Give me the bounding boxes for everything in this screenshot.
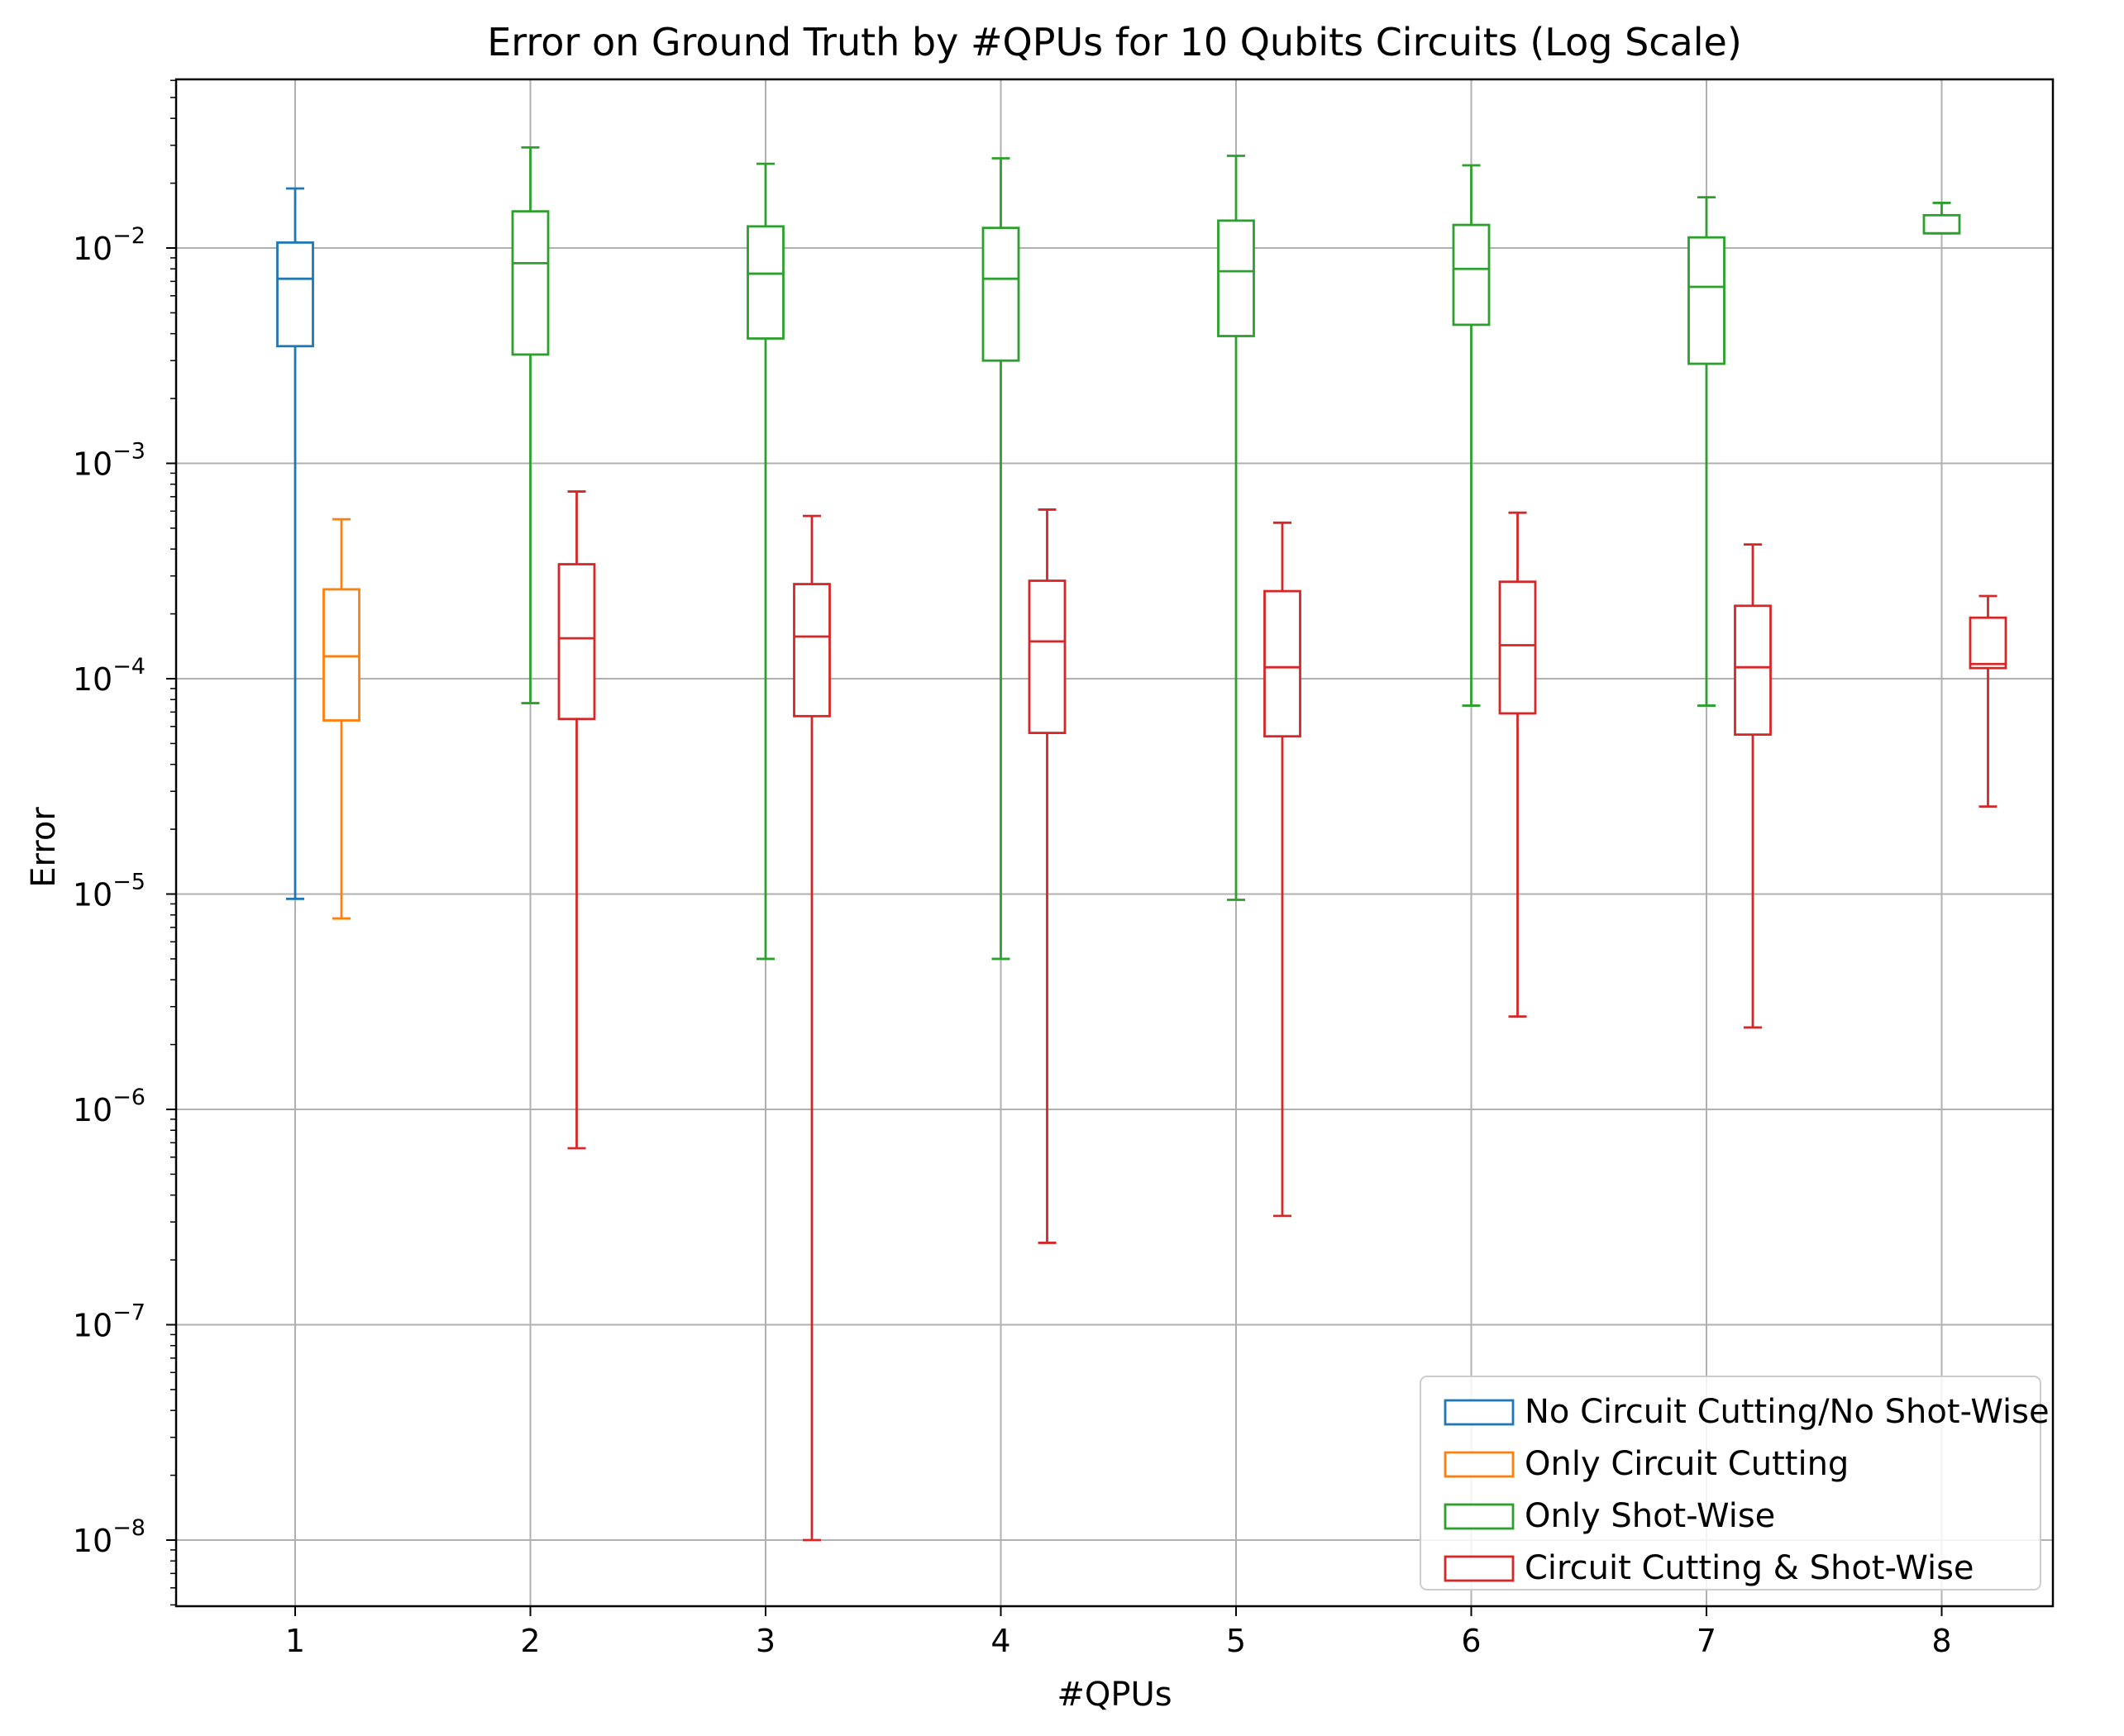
chart-title: Error on Ground Truth by #QPUs for 10 Qu…	[487, 20, 1742, 64]
x-tick-label: 3	[756, 1623, 776, 1659]
legend: No Circuit Cutting/No Shot-Wise Only Circ…	[1420, 1376, 2050, 1591]
box-plot	[1498, 511, 1537, 1018]
box	[793, 583, 831, 718]
x-tick-label: 5	[1226, 1623, 1246, 1659]
box	[511, 210, 550, 356]
legend-swatch	[1444, 1503, 1515, 1530]
box-plot	[1217, 155, 1255, 901]
box-plot	[557, 490, 596, 1150]
y-tick-label: 10−6	[73, 1085, 146, 1128]
box	[1922, 213, 1961, 235]
x-tick-label: 1	[285, 1623, 305, 1659]
box	[276, 241, 314, 348]
box-plot	[1969, 594, 2007, 808]
box	[1969, 616, 2007, 670]
legend-label: Circuit Cutting & Shot-Wise	[1525, 1549, 1974, 1587]
box	[1263, 589, 1301, 738]
legend-label: Only Shot-Wise	[1525, 1497, 1775, 1535]
y-tick-label: 10−4	[73, 654, 146, 698]
box	[557, 563, 596, 721]
box	[981, 227, 1020, 362]
x-tick-label: 7	[1697, 1623, 1716, 1659]
box-plot	[981, 157, 1020, 961]
box-plot	[1452, 164, 1491, 707]
box-plot	[793, 514, 831, 1542]
box-plot	[1263, 521, 1301, 1218]
legend-frame	[1420, 1376, 2041, 1591]
box	[1734, 604, 1772, 737]
y-tick-label: 10−3	[73, 439, 146, 483]
box-plot	[747, 162, 785, 961]
box-plot	[276, 187, 314, 900]
legend-swatch	[1444, 1451, 1515, 1478]
y-axis-label: Error	[25, 807, 63, 888]
box	[1217, 219, 1255, 337]
y-tick-label: 10−2	[73, 223, 146, 267]
x-tick-label: 4	[990, 1623, 1010, 1659]
legend-item: No Circuit Cutting/No Shot-Wise	[1444, 1393, 2050, 1431]
legend-swatch	[1444, 1399, 1515, 1426]
y-tick-label: 10−5	[73, 870, 146, 913]
legend-item: Only Shot-Wise	[1444, 1497, 1775, 1535]
box-plot	[511, 145, 550, 704]
legend-swatch	[1444, 1555, 1515, 1582]
legend-label: Only Circuit Cutting	[1525, 1445, 1849, 1483]
box	[1687, 236, 1725, 365]
box	[322, 588, 360, 722]
box-plot	[1028, 508, 1067, 1244]
legend-item: Circuit Cutting & Shot-Wise	[1444, 1549, 1974, 1587]
x-axis-label: #QPUs	[1057, 1676, 1172, 1714]
box-plot	[1734, 543, 1772, 1029]
box	[1028, 579, 1067, 734]
legend-label: No Circuit Cutting/No Shot-Wise	[1525, 1393, 2050, 1431]
box-plot	[1922, 202, 1961, 235]
box-plot	[322, 517, 360, 920]
y-tick-label: 10−8	[73, 1515, 146, 1559]
plot-area-frame	[174, 78, 2055, 1608]
x-tick-label: 6	[1461, 1623, 1481, 1659]
x-tick-label: 2	[520, 1623, 540, 1659]
box	[747, 225, 785, 340]
legend-item: Only Circuit Cutting	[1444, 1445, 1849, 1483]
axis-ticks: 1 2 3 4 5 6 7 8 10−8 10−7 10−6 10−5 10−4 10−3 10−2	[73, 79, 1952, 1659]
y-tick-label: 10−7	[73, 1300, 146, 1344]
box	[1498, 580, 1537, 715]
box	[1452, 223, 1491, 327]
box-plots	[276, 145, 2007, 1542]
x-tick-label: 8	[1931, 1623, 1951, 1659]
box-plot	[1687, 196, 1725, 707]
